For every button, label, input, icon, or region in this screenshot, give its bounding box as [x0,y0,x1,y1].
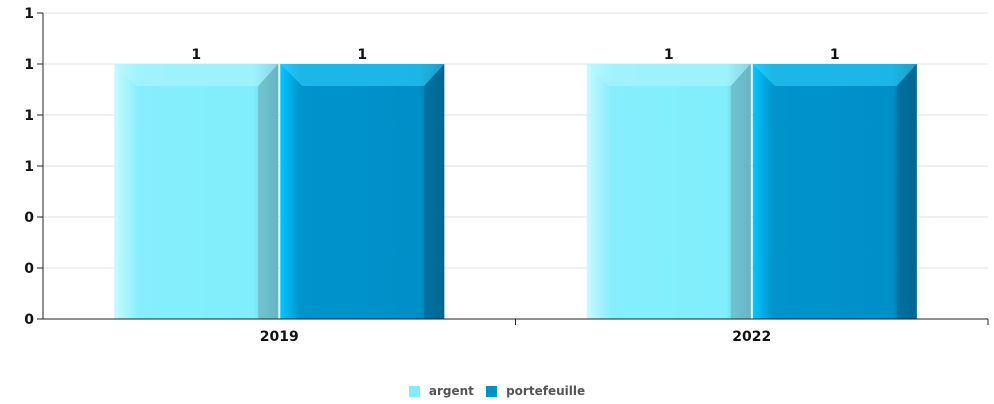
data-label: 1 [357,47,367,63]
y-tick-label: 0 [24,312,34,328]
y-tick-label: 1 [24,108,34,124]
legend-swatch-argent [408,385,420,397]
bar-bevel-top [280,64,445,86]
bar-body [280,64,445,319]
bar-argent-2019 [114,64,279,319]
bar-bevel-top [586,64,751,86]
x-category-label: 2019 [260,329,299,345]
bar-body [752,64,917,319]
bar-body [586,64,751,319]
legend-label-argent: argent [428,384,474,398]
y-tick-label: 1 [24,6,34,22]
data-label: 1 [191,47,201,63]
bars [114,64,917,319]
x-category-label: 2022 [732,329,771,345]
data-label: 1 [664,47,674,63]
axes: 0 0 0 1 1 1 1 2019 2022 [24,6,989,345]
data-label: 1 [830,47,840,63]
bar-portefeuille-2022 [752,64,917,319]
bar-chart: 0 0 0 1 1 1 1 2019 2022 1 1 1 1 [24,6,989,345]
y-tick-label: 0 [24,210,34,226]
legend-label-portefeuille: portefeuille [506,384,586,398]
bar-body [114,64,279,319]
bar-bevel-top [752,64,917,86]
bar-portefeuille-2019 [280,64,445,319]
legend: argent portefeuille [0,384,994,400]
legend-item-portefeuille[interactable]: portefeuille [486,384,585,398]
data-labels: 1 1 1 1 [191,47,839,63]
bar-bevel-right [896,64,917,319]
y-tick-label: 0 [24,261,34,277]
bar-bevel-right [730,64,751,319]
bar-argent-2022 [586,64,751,319]
y-tick-label: 1 [24,57,34,73]
bar-bevel-right [258,64,279,319]
bar-bevel-top [114,64,279,86]
bar-bevel-right [424,64,445,319]
legend-item-argent[interactable]: argent [408,384,474,398]
legend-swatch-portefeuille [486,385,498,397]
y-tick-label: 1 [24,159,34,175]
